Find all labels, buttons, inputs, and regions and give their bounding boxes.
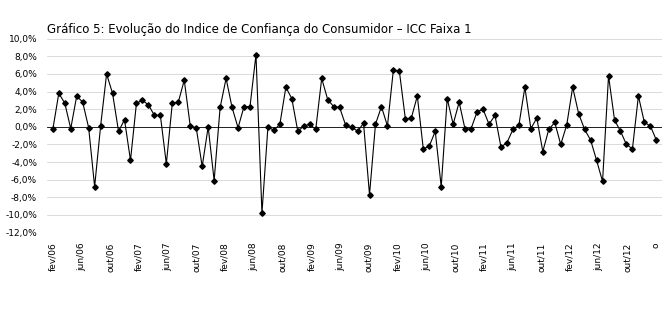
Text: Gráfico 5: Evolução do Indice de Confiança do Consumidor – ICC Faixa 1: Gráfico 5: Evolução do Indice de Confian… (47, 23, 472, 36)
